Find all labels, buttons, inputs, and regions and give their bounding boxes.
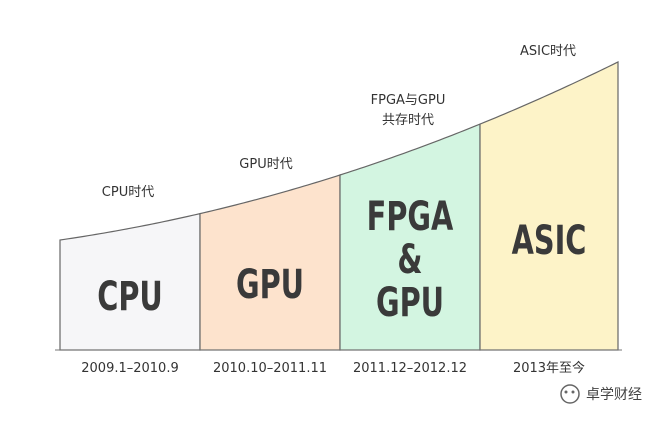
segment-label: & [397,235,422,282]
segment-label: GPU [376,278,444,325]
watermark-icon [560,384,580,404]
segment-label: CPU [97,272,163,319]
segment-label: FPGA [367,192,454,239]
era-label: ASIC时代 [520,44,576,59]
period-label: 2009.1–2010.9 [81,361,178,376]
segment [479,60,619,351]
era-label: CPU时代 [102,185,154,200]
era-label: 共存时代 [382,113,434,128]
segment [59,212,201,351]
segments [59,60,619,351]
era-label: FPGA与GPU [371,93,446,108]
watermark-icon-dot [571,390,575,394]
watermark-icon-dot [564,390,568,394]
period-label: 2010.10–2011.11 [213,361,327,376]
segment-label: ASIC [512,216,587,263]
period-label: 2013年至今 [513,360,585,376]
segment [199,174,341,351]
watermark-text: 卓学财经 [586,387,642,403]
watermark: 卓学财经 [560,384,642,404]
era-label: GPU时代 [239,157,292,172]
segment [339,123,481,351]
period-label: 2011.12–2012.12 [353,361,467,376]
segment-label: GPU [236,260,304,307]
